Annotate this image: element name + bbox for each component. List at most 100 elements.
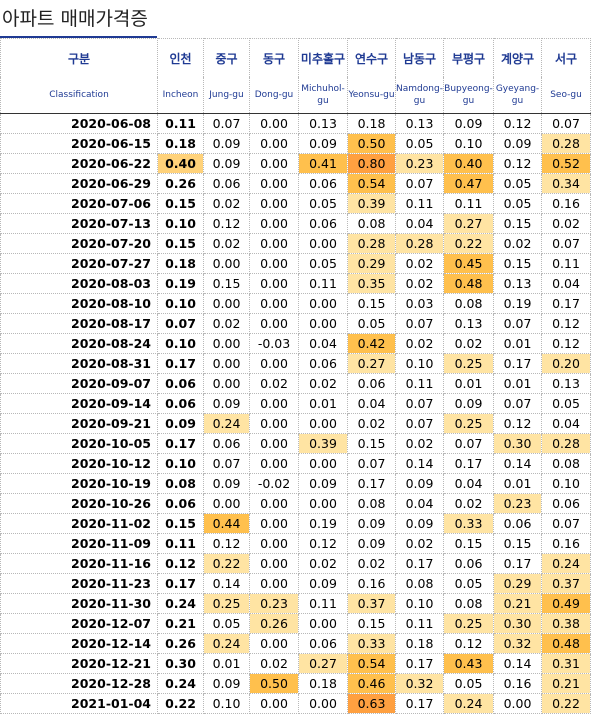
value-cell: 0.07 (541, 513, 591, 534)
value-cell: 0.24 (203, 633, 250, 654)
value-cell: 0.00 (249, 293, 299, 314)
value-cell: 0.07 (493, 313, 542, 334)
value-cell: 0.08 (443, 593, 494, 614)
value-cell: 0.00 (249, 153, 299, 174)
value-cell: 0.09 (298, 133, 348, 154)
date-cell: 2020-06-08 (0, 113, 158, 134)
value-cell: 0.11 (298, 593, 348, 614)
value-cell: 0.21 (157, 613, 204, 634)
value-cell: 0.02 (443, 333, 494, 354)
value-cell: 0.39 (298, 433, 348, 454)
date-cell: 2020-08-31 (0, 353, 158, 374)
value-cell: 0.17 (395, 653, 444, 674)
value-cell: 0.11 (395, 193, 444, 214)
value-cell: 0.50 (249, 673, 299, 694)
date-cell: 2020-08-17 (0, 313, 158, 334)
value-cell: 0.20 (541, 353, 591, 374)
value-cell: 0.11 (443, 193, 494, 214)
value-cell: 0.00 (493, 693, 542, 714)
date-cell: 2020-11-02 (0, 513, 158, 534)
value-cell: 0.16 (347, 573, 396, 594)
value-cell: 0.39 (347, 193, 396, 214)
date-cell: 2021-01-04 (0, 693, 158, 714)
value-cell: 0.24 (541, 553, 591, 574)
value-cell: 0.05 (395, 133, 444, 154)
value-cell: -0.03 (249, 333, 299, 354)
value-cell: 0.01 (298, 393, 348, 414)
header-cell: 미추홀구 (298, 38, 348, 77)
data-row: 2020-11-02 0.15 0.44 0.00 0.19 0.09 0.09 0.33 0.… (0, 513, 591, 534)
value-cell: 0.02 (395, 533, 444, 554)
value-cell: 0.06 (298, 213, 348, 234)
value-cell: 0.05 (493, 173, 542, 194)
value-cell: 0.00 (249, 193, 299, 214)
header-cell: Bupyeong-gu (443, 77, 494, 114)
date-cell: 2020-12-07 (0, 613, 158, 634)
value-cell: 0.29 (493, 573, 542, 594)
value-cell: 0.04 (347, 393, 396, 414)
value-cell: 0.00 (298, 293, 348, 314)
value-cell: 0.06 (298, 173, 348, 194)
value-cell: 0.00 (249, 633, 299, 654)
value-cell: 0.19 (157, 273, 204, 294)
value-cell: 0.10 (157, 453, 204, 474)
value-cell: 0.00 (203, 353, 250, 374)
value-cell: 0.02 (395, 273, 444, 294)
value-cell: 0.05 (443, 673, 494, 694)
value-cell: 0.21 (541, 673, 591, 694)
value-cell: 0.63 (347, 693, 396, 714)
date-cell: 2020-10-12 (0, 453, 158, 474)
value-cell: 0.00 (203, 373, 250, 394)
value-cell: 0.11 (395, 613, 444, 634)
value-cell: 0.25 (203, 593, 250, 614)
value-cell: 0.01 (493, 373, 542, 394)
value-cell: 0.33 (347, 633, 396, 654)
value-cell: 0.00 (203, 293, 250, 314)
value-cell: 0.07 (395, 173, 444, 194)
value-cell: 0.10 (541, 473, 591, 494)
value-cell: 0.00 (249, 133, 299, 154)
value-cell: 0.13 (541, 373, 591, 394)
date-cell: 2020-09-14 (0, 393, 158, 414)
value-cell: 0.06 (347, 373, 396, 394)
value-cell: 0.09 (203, 673, 250, 694)
value-cell: 0.19 (493, 293, 542, 314)
value-cell: 0.04 (541, 273, 591, 294)
value-cell: 0.00 (249, 393, 299, 414)
value-cell: 0.26 (157, 173, 204, 194)
value-cell: 0.00 (203, 493, 250, 514)
value-cell: 0.00 (298, 233, 348, 254)
value-cell: 0.32 (493, 633, 542, 654)
value-cell: -0.02 (249, 473, 299, 494)
data-row: 2020-10-12 0.10 0.07 0.00 0.00 0.07 0.14 0.17 0.… (0, 453, 591, 474)
value-cell: 0.01 (493, 473, 542, 494)
value-cell: 0.17 (443, 453, 494, 474)
value-cell: 0.30 (493, 613, 542, 634)
value-cell: 0.13 (395, 113, 444, 134)
date-cell: 2020-12-28 (0, 673, 158, 694)
value-cell: 0.02 (249, 373, 299, 394)
value-cell: 0.50 (347, 133, 396, 154)
value-cell: 0.12 (493, 153, 542, 174)
value-cell: 0.23 (249, 593, 299, 614)
date-cell: 2020-09-07 (0, 373, 158, 394)
value-cell: 0.24 (203, 413, 250, 434)
value-cell: 0.23 (395, 153, 444, 174)
value-cell: 0.31 (541, 653, 591, 674)
value-cell: 0.17 (395, 553, 444, 574)
header-cell: Classification (0, 77, 158, 114)
value-cell: 0.27 (298, 653, 348, 674)
value-cell: 0.12 (493, 113, 542, 134)
value-cell: 0.00 (249, 353, 299, 374)
value-cell: 0.15 (347, 613, 396, 634)
value-cell: 0.06 (298, 633, 348, 654)
value-cell: 0.01 (443, 373, 494, 394)
header-cell: Michuhol-gu (298, 77, 348, 114)
data-row: 2020-11-30 0.24 0.25 0.23 0.11 0.37 0.10 0.08 0.… (0, 593, 591, 614)
data-row: 2020-10-19 0.08 0.09 -0.02 0.09 0.17 0.09 0.04 0… (0, 473, 591, 494)
value-cell: 0.10 (157, 333, 204, 354)
value-cell: 0.27 (443, 213, 494, 234)
data-row: 2020-07-27 0.18 0.00 0.00 0.05 0.29 0.02 0.45 0.… (0, 253, 591, 274)
value-cell: 0.09 (443, 113, 494, 134)
value-cell: 0.54 (347, 653, 396, 674)
